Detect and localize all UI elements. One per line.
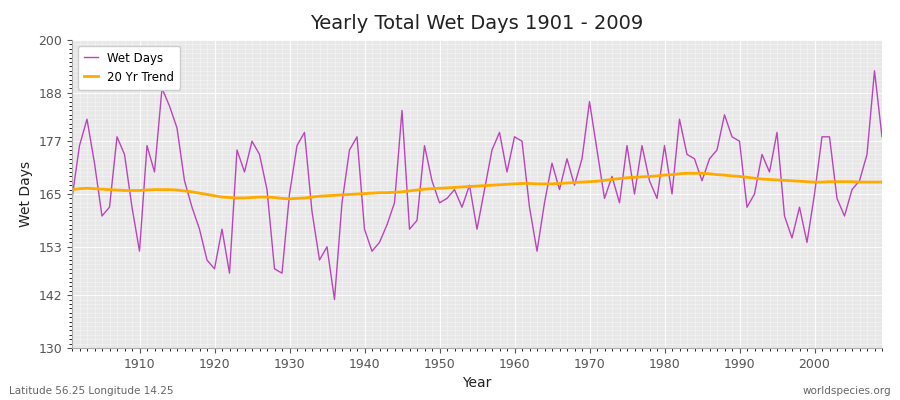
Text: Latitude 56.25 Longitude 14.25: Latitude 56.25 Longitude 14.25 [9, 386, 174, 396]
20 Yr Trend [299, 196, 310, 200]
Wet Days [517, 139, 527, 144]
Legend: Wet Days, 20 Yr Trend: Wet Days, 20 Yr Trend [78, 46, 180, 90]
Text: worldspecies.org: worldspecies.org [803, 386, 891, 396]
20 Yr Trend [877, 180, 887, 184]
Wet Days [344, 148, 355, 152]
Wet Days [509, 134, 520, 139]
Wet Days [607, 174, 617, 179]
20 Yr Trend [344, 192, 355, 197]
20 Yr Trend [607, 177, 617, 182]
Title: Yearly Total Wet Days 1901 - 2009: Yearly Total Wet Days 1901 - 2009 [310, 14, 644, 33]
20 Yr Trend [509, 182, 520, 186]
20 Yr Trend [127, 188, 138, 193]
Wet Days [292, 143, 302, 148]
X-axis label: Year: Year [463, 376, 491, 390]
Wet Days [329, 297, 340, 302]
20 Yr Trend [517, 181, 527, 186]
20 Yr Trend [681, 171, 692, 176]
Wet Days [127, 205, 138, 210]
Line: Wet Days: Wet Days [72, 71, 882, 300]
20 Yr Trend [67, 187, 77, 192]
20 Yr Trend [284, 196, 295, 201]
Wet Days [67, 196, 77, 201]
Y-axis label: Wet Days: Wet Days [19, 161, 32, 227]
Line: 20 Yr Trend: 20 Yr Trend [72, 173, 882, 199]
Wet Days [869, 68, 880, 73]
Wet Days [877, 134, 887, 139]
